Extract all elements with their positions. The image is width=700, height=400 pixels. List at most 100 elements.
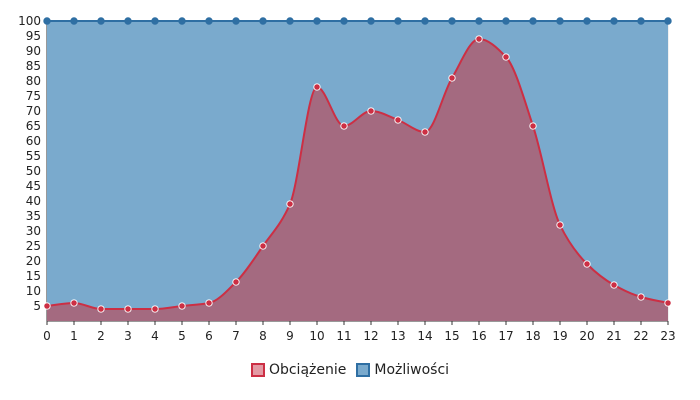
point-load-12[interactable] <box>367 107 375 115</box>
x-tick-label-4: 4 <box>151 329 159 343</box>
point-load-8[interactable] <box>259 242 267 250</box>
y-tick-label-60: 60 <box>26 134 41 148</box>
point-capacity-22[interactable] <box>637 17 645 25</box>
y-tick-label-50: 50 <box>26 164 41 178</box>
legend-swatch-load <box>250 363 265 377</box>
point-capacity-6[interactable] <box>205 17 213 25</box>
x-tick-label-1: 1 <box>70 329 78 343</box>
x-tick-label-3: 3 <box>124 329 132 343</box>
y-tick-label-100: 100 <box>18 14 41 28</box>
x-tick-label-18: 18 <box>525 329 540 343</box>
y-tick-label-85: 85 <box>26 59 41 73</box>
x-tick-label-19: 19 <box>552 329 567 343</box>
point-capacity-21[interactable] <box>610 17 618 25</box>
x-tick-label-17: 17 <box>498 329 513 343</box>
point-capacity-17[interactable] <box>502 17 510 25</box>
x-tick-label-5: 5 <box>178 329 186 343</box>
y-tick-label-15: 15 <box>26 269 41 283</box>
series-area-load <box>47 39 668 321</box>
y-tick-label-30: 30 <box>26 224 41 238</box>
point-load-18[interactable] <box>529 122 537 130</box>
point-load-15[interactable] <box>448 74 456 82</box>
point-load-13[interactable] <box>394 116 402 124</box>
point-capacity-13[interactable] <box>394 17 402 25</box>
x-tick-label-14: 14 <box>417 329 432 343</box>
point-load-0[interactable] <box>43 302 51 310</box>
legend-item-capacity[interactable]: Możliwości <box>356 362 449 378</box>
point-load-4[interactable] <box>151 305 159 313</box>
legend-item-load[interactable]: Obciążenie <box>250 362 347 378</box>
point-capacity-15[interactable] <box>448 17 456 25</box>
point-capacity-1[interactable] <box>70 17 78 25</box>
x-tick-label-13: 13 <box>390 329 405 343</box>
point-capacity-12[interactable] <box>367 17 375 25</box>
x-tick-label-11: 11 <box>336 329 351 343</box>
point-capacity-11[interactable] <box>340 17 348 25</box>
point-capacity-10[interactable] <box>313 17 321 25</box>
point-load-1[interactable] <box>70 299 78 307</box>
x-tick-label-20: 20 <box>579 329 594 343</box>
point-load-7[interactable] <box>232 278 240 286</box>
y-tick-label-5: 5 <box>33 299 41 313</box>
point-load-2[interactable] <box>97 305 105 313</box>
x-tick-label-8: 8 <box>259 329 267 343</box>
y-tick-label-20: 20 <box>26 254 41 268</box>
point-load-9[interactable] <box>286 200 294 208</box>
point-capacity-0[interactable] <box>43 17 51 25</box>
y-tick-label-70: 70 <box>26 104 41 118</box>
point-capacity-4[interactable] <box>151 17 159 25</box>
y-tick-label-90: 90 <box>26 44 41 58</box>
y-tick-label-80: 80 <box>26 74 41 88</box>
x-tick-label-6: 6 <box>205 329 213 343</box>
point-load-16[interactable] <box>475 35 483 43</box>
point-load-14[interactable] <box>421 128 429 136</box>
point-load-10[interactable] <box>313 83 321 91</box>
point-capacity-8[interactable] <box>259 17 267 25</box>
point-capacity-3[interactable] <box>124 17 132 25</box>
x-tick-label-2: 2 <box>97 329 105 343</box>
x-tick-label-16: 16 <box>471 329 486 343</box>
y-tick-label-95: 95 <box>26 29 41 43</box>
point-capacity-20[interactable] <box>583 17 591 25</box>
legend: Obciążenie Możliwości <box>0 362 700 378</box>
point-load-3[interactable] <box>124 305 132 313</box>
point-load-11[interactable] <box>340 122 348 130</box>
x-tick-label-15: 15 <box>444 329 459 343</box>
point-capacity-14[interactable] <box>421 17 429 25</box>
chart-svg: 5101520253035404550556065707580859095100… <box>18 14 676 343</box>
y-tick-label-35: 35 <box>26 209 41 223</box>
y-tick-label-40: 40 <box>26 194 41 208</box>
legend-label-capacity: Możliwości <box>374 362 450 378</box>
point-load-6[interactable] <box>205 299 213 307</box>
point-capacity-19[interactable] <box>556 17 564 25</box>
point-load-22[interactable] <box>637 293 645 301</box>
point-load-17[interactable] <box>502 53 510 61</box>
y-tick-label-25: 25 <box>26 239 41 253</box>
point-capacity-5[interactable] <box>178 17 186 25</box>
point-load-19[interactable] <box>556 221 564 229</box>
x-tick-label-22: 22 <box>633 329 648 343</box>
x-tick-label-9: 9 <box>286 329 294 343</box>
y-tick-label-10: 10 <box>26 284 41 298</box>
y-tick-label-45: 45 <box>26 179 41 193</box>
point-capacity-23[interactable] <box>664 17 672 25</box>
x-tick-label-21: 21 <box>606 329 621 343</box>
y-tick-label-65: 65 <box>26 119 41 133</box>
series-layer <box>43 17 672 321</box>
x-tick-label-10: 10 <box>309 329 324 343</box>
point-load-5[interactable] <box>178 302 186 310</box>
point-load-23[interactable] <box>664 299 672 307</box>
point-capacity-16[interactable] <box>475 17 483 25</box>
x-tick-label-12: 12 <box>363 329 378 343</box>
point-capacity-7[interactable] <box>232 17 240 25</box>
legend-label-load: Obciążenie <box>268 362 347 378</box>
y-tick-label-75: 75 <box>26 89 41 103</box>
x-tick-label-23: 23 <box>660 329 675 343</box>
point-capacity-9[interactable] <box>286 17 294 25</box>
point-load-20[interactable] <box>583 260 591 268</box>
point-capacity-2[interactable] <box>97 17 105 25</box>
point-load-21[interactable] <box>610 281 618 289</box>
x-tick-label-7: 7 <box>232 329 240 343</box>
legend-swatch-capacity <box>356 363 371 377</box>
point-capacity-18[interactable] <box>529 17 537 25</box>
